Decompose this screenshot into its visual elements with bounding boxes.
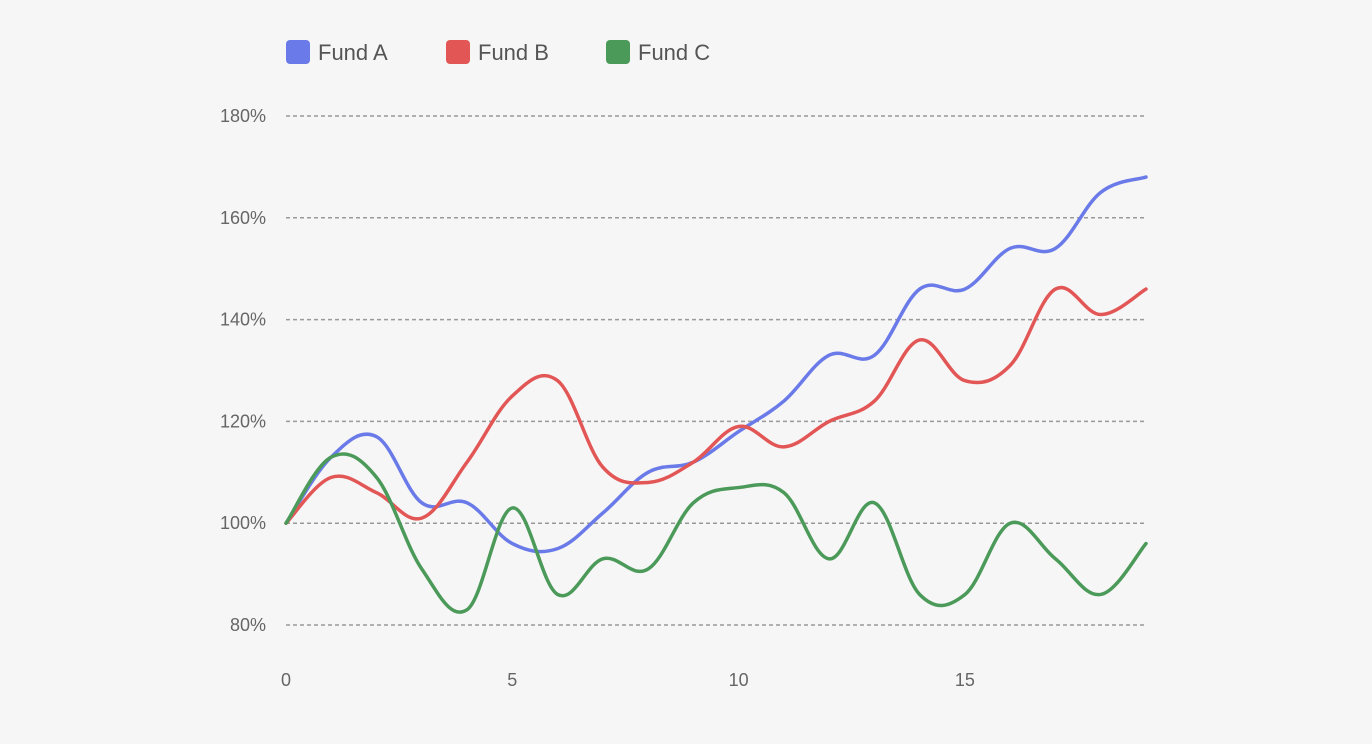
legend-swatch-fund-c[interactable] — [606, 40, 630, 64]
y-axis: 80% 100% 120% 140% 160% 180% — [220, 106, 266, 635]
y-tick-label: 140% — [220, 310, 266, 330]
legend-swatch-fund-b[interactable] — [446, 40, 470, 64]
series-line-fund-a — [284, 175, 1148, 554]
legend: Fund A Fund B Fund C — [286, 40, 710, 65]
y-tick-label: 80% — [230, 615, 266, 635]
legend-swatch-fund-a[interactable] — [286, 40, 310, 64]
legend-label-fund-a[interactable]: Fund A — [318, 40, 388, 65]
x-tick-label: 10 — [729, 670, 749, 690]
y-tick-label: 160% — [220, 208, 266, 228]
grid — [286, 115, 1146, 626]
x-tick-label: 0 — [281, 670, 291, 690]
x-axis: 0 5 10 15 — [281, 670, 975, 690]
x-tick-label: 15 — [955, 670, 975, 690]
legend-label-fund-b[interactable]: Fund B — [478, 40, 549, 65]
y-tick-label: 120% — [220, 411, 266, 431]
series-group — [284, 175, 1148, 614]
series-line-fund-b — [284, 285, 1148, 525]
series-line-fund-c — [284, 452, 1148, 614]
legend-label-fund-c[interactable]: Fund C — [638, 40, 710, 65]
y-tick-label: 180% — [220, 106, 266, 126]
x-tick-label: 5 — [507, 670, 517, 690]
y-tick-label: 100% — [220, 513, 266, 533]
